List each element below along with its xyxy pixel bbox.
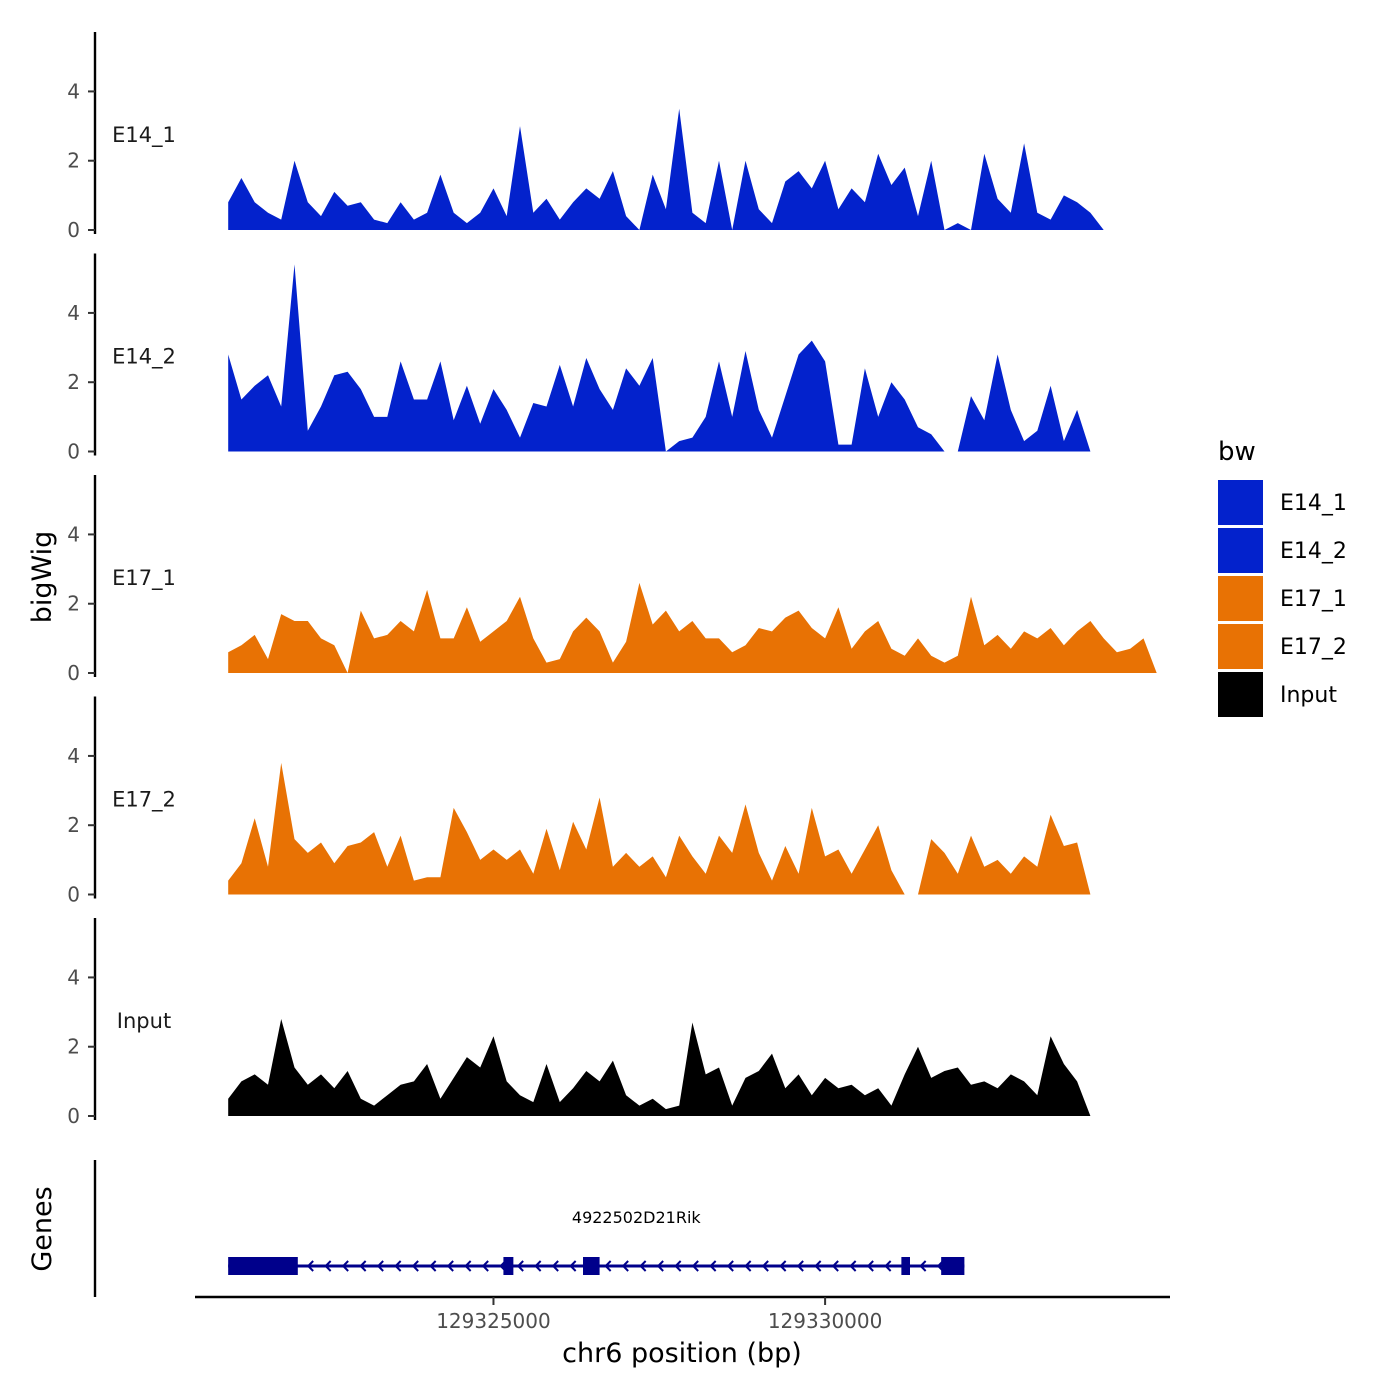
gene-label: 4922502D21Rik bbox=[572, 1208, 702, 1227]
strand-arrow bbox=[761, 1260, 769, 1272]
track-label: Input bbox=[117, 1009, 171, 1033]
strand-arrow bbox=[726, 1260, 734, 1272]
gene-track: 4922502D21Rik bbox=[93, 1160, 965, 1297]
strand-arrow bbox=[831, 1260, 839, 1272]
y-tick-label: 2 bbox=[67, 1035, 80, 1059]
y-tick-label: 0 bbox=[67, 883, 80, 907]
strand-arrow bbox=[464, 1260, 472, 1272]
track-label: E17_1 bbox=[112, 566, 176, 591]
track-panels: 0 2 4 E14_1 0 2 4 E14_2 0 2 4 E17_1 0 2 4 E17_2 0 2 4 Input bbox=[67, 32, 1157, 1128]
track-E14_2: 0 2 4 E14_2 bbox=[67, 253, 1157, 464]
legend-swatch bbox=[1218, 480, 1263, 525]
track-Input: 0 2 4 Input bbox=[67, 918, 1157, 1128]
y-tick-label: 2 bbox=[67, 149, 80, 173]
y-tick-label: 0 bbox=[67, 218, 80, 242]
gene-exon bbox=[901, 1257, 910, 1275]
legend-swatch bbox=[1218, 528, 1263, 573]
x-axis-ticks: 129325000 129330000 bbox=[436, 1297, 882, 1333]
track-E17_2: 0 2 4 E17_2 bbox=[67, 696, 1157, 907]
strand-arrow bbox=[849, 1260, 857, 1272]
gene-exon bbox=[941, 1257, 965, 1275]
track-label: E17_2 bbox=[112, 788, 176, 813]
strand-arrow bbox=[429, 1260, 437, 1272]
strand-arrow bbox=[674, 1260, 682, 1272]
gene-exon bbox=[228, 1257, 298, 1275]
y-tick-label: 4 bbox=[67, 301, 80, 325]
y-tick-label: 4 bbox=[67, 522, 80, 546]
gene-exon bbox=[583, 1257, 600, 1275]
legend-label: E17_1 bbox=[1280, 587, 1347, 612]
strand-arrow bbox=[884, 1260, 892, 1272]
strand-arrow bbox=[534, 1260, 542, 1272]
strand-arrow bbox=[411, 1260, 419, 1272]
coverage-area-E17_1 bbox=[228, 582, 1157, 673]
strand-arrow bbox=[691, 1260, 699, 1272]
x-tick-label: 129330000 bbox=[768, 1309, 883, 1333]
track-E17_1: 0 2 4 E17_1 bbox=[67, 475, 1157, 685]
strand-arrow bbox=[709, 1260, 717, 1272]
legend-swatch bbox=[1218, 624, 1263, 669]
track-label: E14_1 bbox=[112, 123, 176, 148]
legend-swatch bbox=[1218, 672, 1263, 717]
strand-arrow bbox=[814, 1260, 822, 1272]
coverage-area-E17_2 bbox=[228, 762, 1157, 895]
y-tick-label: 0 bbox=[67, 440, 80, 464]
strand-arrow bbox=[341, 1260, 349, 1272]
strand-arrow bbox=[516, 1260, 524, 1272]
legend-label: Input bbox=[1280, 683, 1337, 708]
strand-arrow bbox=[306, 1260, 314, 1272]
y-tick-label: 2 bbox=[67, 592, 80, 616]
y-tick-label: 4 bbox=[67, 744, 80, 768]
y-tick-label: 0 bbox=[67, 661, 80, 685]
track-label: E14_2 bbox=[112, 345, 176, 370]
strand-arrow bbox=[866, 1260, 874, 1272]
strand-arrow bbox=[569, 1260, 577, 1272]
strand-arrow bbox=[656, 1260, 664, 1272]
strand-arrow bbox=[446, 1260, 454, 1272]
strand-arrow bbox=[376, 1260, 384, 1272]
legend: bw E14_1 E14_2 E17_1 E17_2 Input bbox=[1218, 437, 1347, 717]
strand-arrow bbox=[639, 1260, 647, 1272]
y-axis-title: bigWig bbox=[27, 531, 58, 624]
gene-exons bbox=[228, 1257, 965, 1275]
y-tick-label: 4 bbox=[67, 79, 80, 103]
gene-exon bbox=[503, 1257, 514, 1275]
coverage-area-E14_1 bbox=[228, 108, 1157, 230]
x-axis-title: chr6 position (bp) bbox=[562, 1338, 802, 1369]
coverage-area-E14_2 bbox=[228, 264, 1157, 452]
legend-label: E14_1 bbox=[1280, 491, 1347, 516]
y-tick-label: 2 bbox=[67, 813, 80, 837]
legend-label: E17_2 bbox=[1280, 635, 1347, 660]
y-tick-label: 0 bbox=[67, 1104, 80, 1128]
strand-arrow bbox=[551, 1260, 559, 1272]
strand-arrow bbox=[779, 1260, 787, 1272]
legend-entries: E14_1 E14_2 E17_1 E17_2 Input bbox=[1218, 480, 1347, 717]
strand-arrow bbox=[744, 1260, 752, 1272]
strand-arrow bbox=[919, 1260, 927, 1272]
strand-arrow bbox=[604, 1260, 612, 1272]
legend-swatch bbox=[1218, 576, 1263, 621]
x-tick-label: 129325000 bbox=[436, 1309, 551, 1333]
strand-arrow bbox=[324, 1260, 332, 1272]
strand-arrow bbox=[394, 1260, 402, 1272]
strand-arrow bbox=[621, 1260, 629, 1272]
x-axis: 129325000 129330000 bbox=[195, 1295, 1170, 1333]
legend-label: E14_2 bbox=[1280, 539, 1347, 564]
genes-axis-title: Genes bbox=[27, 1186, 58, 1271]
y-tick-label: 2 bbox=[67, 370, 80, 394]
track-E14_1: 0 2 4 E14_1 bbox=[67, 32, 1157, 242]
strand-arrow bbox=[796, 1260, 804, 1272]
strand-arrow bbox=[481, 1260, 489, 1272]
y-tick-label: 4 bbox=[67, 965, 80, 989]
strand-arrow bbox=[359, 1260, 367, 1272]
coverage-area-Input bbox=[228, 1019, 1157, 1116]
legend-title: bw bbox=[1218, 437, 1256, 467]
